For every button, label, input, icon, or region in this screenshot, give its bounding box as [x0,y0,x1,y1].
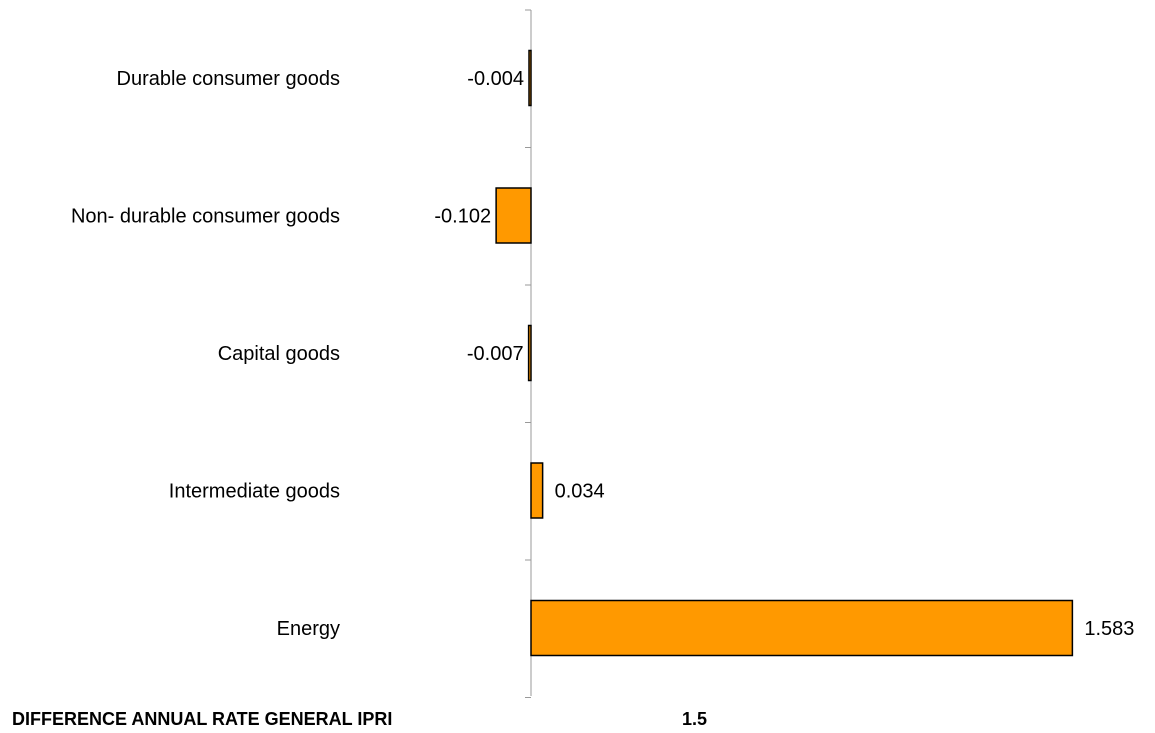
category-label: Energy [277,618,340,640]
bar [530,599,1074,657]
bar [527,324,532,382]
bar [528,49,532,107]
category-labels: Durable consumer goods Non- durable consu… [71,68,340,640]
category-label: Non- durable consumer goods [71,206,340,228]
category-label: Capital goods [218,343,340,365]
data-label: -0.102 [434,206,491,228]
bar [495,187,532,244]
category-label: Intermediate goods [169,481,340,503]
footer-value: 1.5 [682,709,707,729]
data-label: -0.004 [467,68,524,90]
bar [530,462,544,519]
data-label: -0.007 [467,343,524,365]
bars [495,49,1074,657]
value-labels: -0.004 -0.102 -0.007 0.034 1.583 [434,68,1134,640]
data-label: 0.034 [555,481,605,503]
category-label: Durable consumer goods [117,68,340,90]
footer-label: DIFFERENCE ANNUAL RATE GENERAL IPRI [12,709,392,729]
data-label: 1.583 [1084,618,1134,640]
